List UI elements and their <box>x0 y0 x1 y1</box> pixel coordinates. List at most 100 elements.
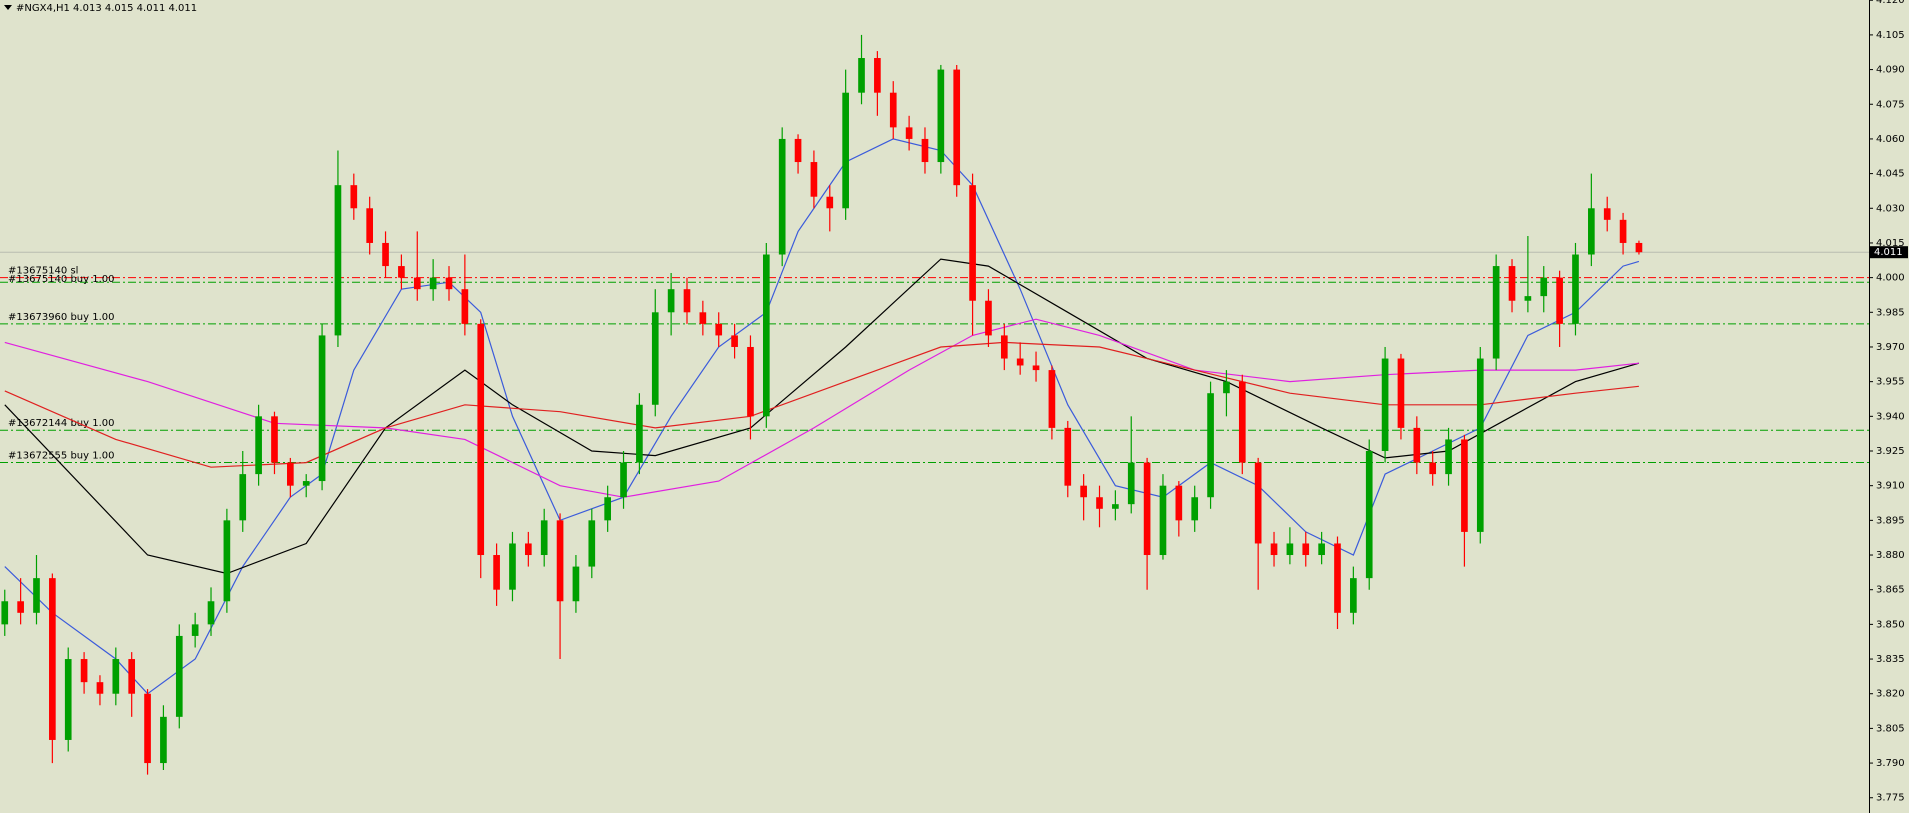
candle-body <box>255 416 262 475</box>
order-label: #13675140 sl <box>8 266 78 277</box>
candle-body <box>1524 296 1532 301</box>
candle-body <box>160 716 167 764</box>
candle-body <box>889 92 897 128</box>
candle-body <box>175 635 183 717</box>
candle-body <box>858 58 865 93</box>
candle-body <box>509 543 516 590</box>
candle-body <box>1238 381 1246 463</box>
y-tick-label: 3.850 <box>1876 619 1905 630</box>
candle-body <box>1429 462 1437 475</box>
y-tick-label: 4.075 <box>1876 99 1905 110</box>
candle-body <box>334 185 342 336</box>
candle-body <box>493 555 500 590</box>
candle-body <box>1302 543 1310 556</box>
candle-body <box>1032 365 1040 371</box>
y-tick-label: 3.910 <box>1876 481 1905 492</box>
candle-body <box>969 185 976 301</box>
candle-body <box>1175 485 1183 521</box>
candle-body <box>715 323 723 336</box>
candle-body <box>937 69 945 163</box>
candle-body <box>1445 439 1452 475</box>
candle-body <box>683 289 691 313</box>
candle-body <box>826 196 834 209</box>
order-label: #13675140 buy 1.00 <box>8 274 115 285</box>
candle-body <box>207 601 215 625</box>
candle-body <box>191 624 199 636</box>
candle-body <box>604 497 611 521</box>
moving-average <box>4 138 1640 695</box>
y-tick-label: 3.835 <box>1876 654 1905 665</box>
candle-body <box>1080 485 1087 498</box>
y-tick-label: 3.790 <box>1876 758 1905 769</box>
candle-body <box>1572 254 1579 324</box>
order-label: #13672555 buy 1.00 <box>8 451 115 462</box>
candle-body <box>1619 219 1627 243</box>
candle-body <box>350 185 358 209</box>
y-tick-label: 3.940 <box>1876 411 1905 422</box>
candle-body <box>636 404 643 463</box>
candle-body <box>429 277 437 290</box>
y-tick-label: 3.775 <box>1876 793 1905 804</box>
candle-body <box>413 277 421 290</box>
candle-body <box>302 481 310 486</box>
candle-body <box>80 659 88 683</box>
y-tick-label: 4.000 <box>1876 273 1905 284</box>
candle-body <box>1540 277 1548 297</box>
candle-body <box>1270 543 1278 556</box>
candle-body <box>1254 462 1262 544</box>
candle-body <box>461 289 469 324</box>
candle-body <box>1413 427 1421 463</box>
candle-body <box>1381 358 1389 451</box>
y-tick-label: 3.955 <box>1876 377 1905 388</box>
candle-body <box>128 659 136 694</box>
y-tick-label: 4.045 <box>1876 169 1905 180</box>
candle-body <box>1223 381 1230 394</box>
y-tick-label: 4.105 <box>1876 30 1905 41</box>
candle-body <box>778 138 786 255</box>
candle-body <box>810 162 818 197</box>
y-tick-label: 4.090 <box>1876 65 1905 76</box>
y-tick-label: 3.805 <box>1876 723 1905 734</box>
candle-body <box>1143 462 1151 556</box>
candle-body <box>667 289 675 313</box>
candle-body <box>445 277 453 290</box>
candle-body <box>556 520 564 602</box>
candle-body <box>96 682 104 694</box>
candle-body <box>1334 543 1341 613</box>
candle-body <box>318 335 326 482</box>
candle-body <box>239 474 247 521</box>
candle-body <box>1064 427 1072 486</box>
order-label: #13672144 buy 1.00 <box>8 418 115 429</box>
candle-body <box>1397 358 1405 428</box>
symbol-menu-icon[interactable] <box>4 5 12 10</box>
candle-body <box>366 208 374 243</box>
y-tick-label: 4.030 <box>1876 203 1905 214</box>
candle-body <box>112 659 120 694</box>
current-price-box <box>1870 246 1908 259</box>
candle-body <box>540 520 548 556</box>
candle-body <box>1603 208 1611 220</box>
y-tick-label: 3.865 <box>1876 585 1905 596</box>
candle-body <box>1000 335 1008 359</box>
chart-title: #NGX4,H1 4.013 4.015 4.011 4.011 <box>16 3 197 14</box>
candle-body <box>699 312 707 324</box>
candle-body <box>1016 358 1024 366</box>
candle-body <box>1365 450 1373 579</box>
y-tick-label: 4.015 <box>1876 238 1905 249</box>
candle-body <box>1096 497 1103 509</box>
candle-body <box>905 127 913 139</box>
candle-body <box>921 138 929 163</box>
candle-body <box>223 520 231 602</box>
candle-body <box>572 566 580 602</box>
candle-body <box>271 416 278 463</box>
candle-body <box>731 335 738 347</box>
order-label: #13673960 buy 1.00 <box>8 312 115 323</box>
candle-body <box>33 578 40 613</box>
candle-body <box>1508 266 1516 301</box>
candle-body <box>1112 504 1119 509</box>
candle-body <box>1 601 9 625</box>
candle-body <box>985 300 992 336</box>
candle-body <box>953 69 961 186</box>
candle-body <box>287 462 294 486</box>
candle-body <box>1286 543 1294 556</box>
